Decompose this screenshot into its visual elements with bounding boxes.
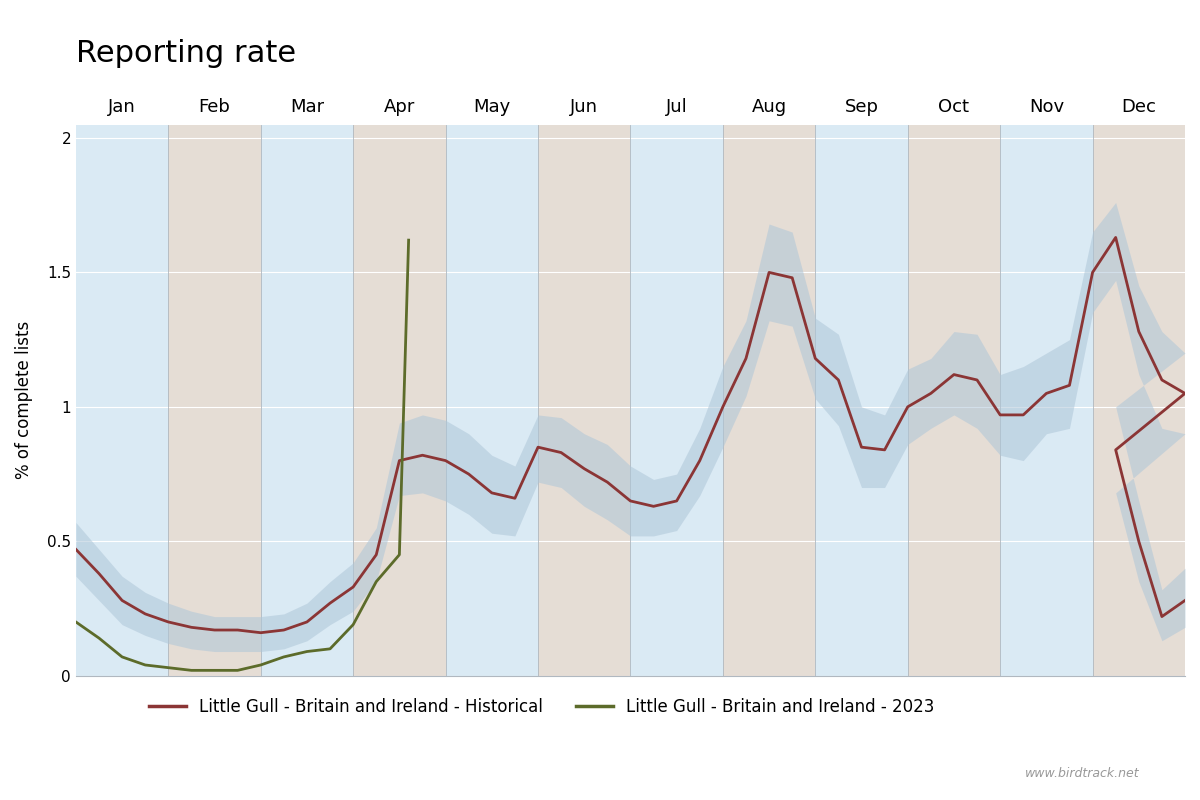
Bar — [1000, 125, 1092, 676]
Bar — [630, 125, 722, 676]
Text: Reporting rate: Reporting rate — [76, 39, 296, 68]
Text: www.birdtrack.net: www.birdtrack.net — [1025, 767, 1140, 780]
Bar — [260, 125, 353, 676]
Bar — [353, 125, 445, 676]
Y-axis label: % of complete lists: % of complete lists — [14, 321, 32, 479]
Bar — [538, 125, 630, 676]
Bar — [722, 125, 815, 676]
Bar — [168, 125, 260, 676]
Bar — [1092, 125, 1184, 676]
Bar — [907, 125, 1000, 676]
Bar — [815, 125, 907, 676]
Legend: Little Gull - Britain and Ireland - Historical, Little Gull - Britain and Irelan: Little Gull - Britain and Ireland - Hist… — [143, 691, 941, 722]
Bar — [445, 125, 538, 676]
Bar — [76, 125, 168, 676]
